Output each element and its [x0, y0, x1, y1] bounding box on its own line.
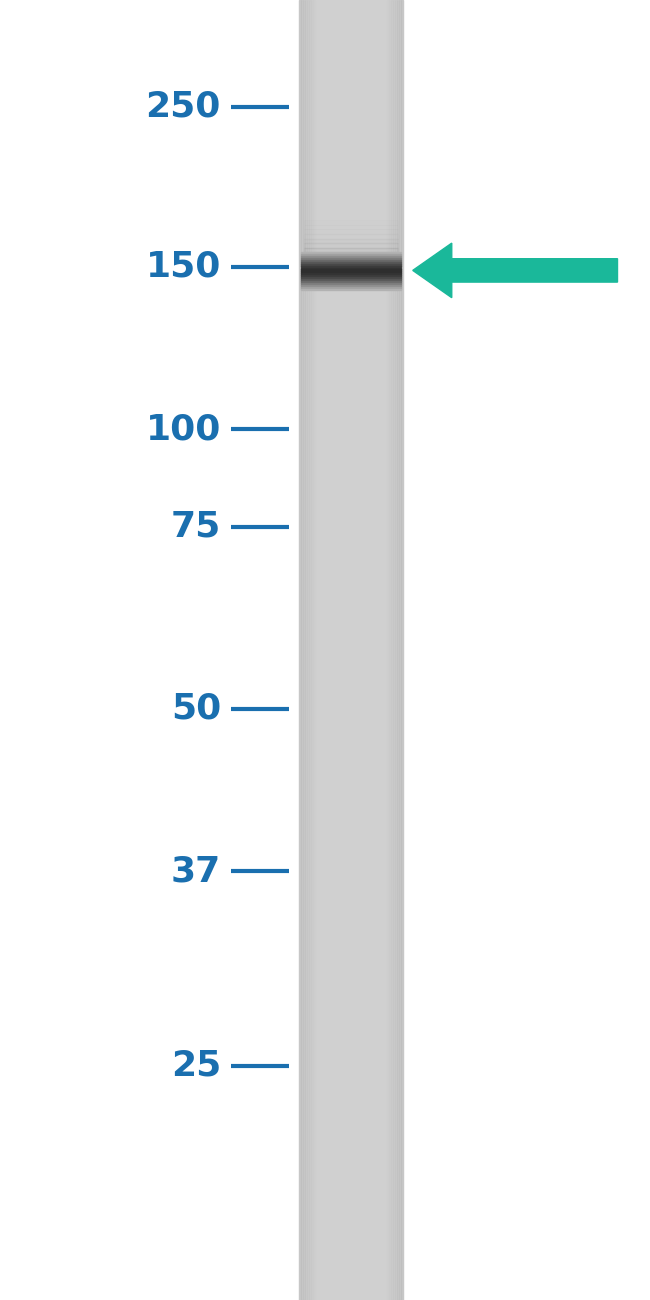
Text: 25: 25 [171, 1049, 221, 1083]
Bar [307, 0, 309, 1300]
Bar [304, 220, 398, 225]
Bar [304, 248, 398, 252]
Bar [393, 0, 395, 1300]
Bar [304, 229, 398, 234]
Bar [299, 0, 403, 1300]
Bar [301, 272, 401, 273]
Bar [304, 207, 398, 211]
Bar [301, 268, 401, 269]
Bar [301, 257, 401, 260]
Text: 150: 150 [146, 250, 221, 283]
Bar [301, 254, 401, 256]
Bar [301, 252, 401, 254]
Text: 75: 75 [171, 510, 221, 543]
Bar [304, 243, 398, 247]
Bar [301, 261, 401, 264]
Bar [301, 265, 401, 268]
Bar [313, 0, 315, 1300]
Bar [304, 225, 398, 229]
Bar [301, 280, 401, 281]
Bar [391, 0, 393, 1300]
Bar [304, 211, 398, 216]
Bar [301, 289, 401, 290]
Bar [301, 269, 401, 272]
Text: 37: 37 [171, 854, 221, 888]
Bar [301, 287, 401, 289]
Bar [304, 234, 398, 239]
Bar [311, 0, 313, 1300]
Text: 50: 50 [171, 692, 221, 725]
Text: 250: 250 [146, 90, 221, 124]
Bar [309, 0, 311, 1300]
Bar [305, 0, 307, 1300]
Bar [395, 0, 397, 1300]
Text: 100: 100 [146, 412, 221, 446]
Bar [301, 281, 401, 283]
Bar [401, 0, 403, 1300]
Bar [301, 264, 401, 265]
Bar [301, 285, 401, 286]
Bar [389, 0, 391, 1300]
Bar [304, 216, 398, 220]
Bar [299, 0, 301, 1300]
Bar [301, 260, 401, 261]
Bar [301, 277, 401, 280]
Bar [301, 273, 401, 276]
Bar [304, 239, 398, 243]
Bar [301, 276, 401, 277]
Bar [387, 0, 389, 1300]
Bar [301, 283, 401, 285]
FancyArrow shape [413, 243, 618, 298]
Bar [397, 0, 399, 1300]
Bar [301, 0, 303, 1300]
Bar [301, 256, 401, 257]
Bar [303, 0, 305, 1300]
Bar [399, 0, 401, 1300]
